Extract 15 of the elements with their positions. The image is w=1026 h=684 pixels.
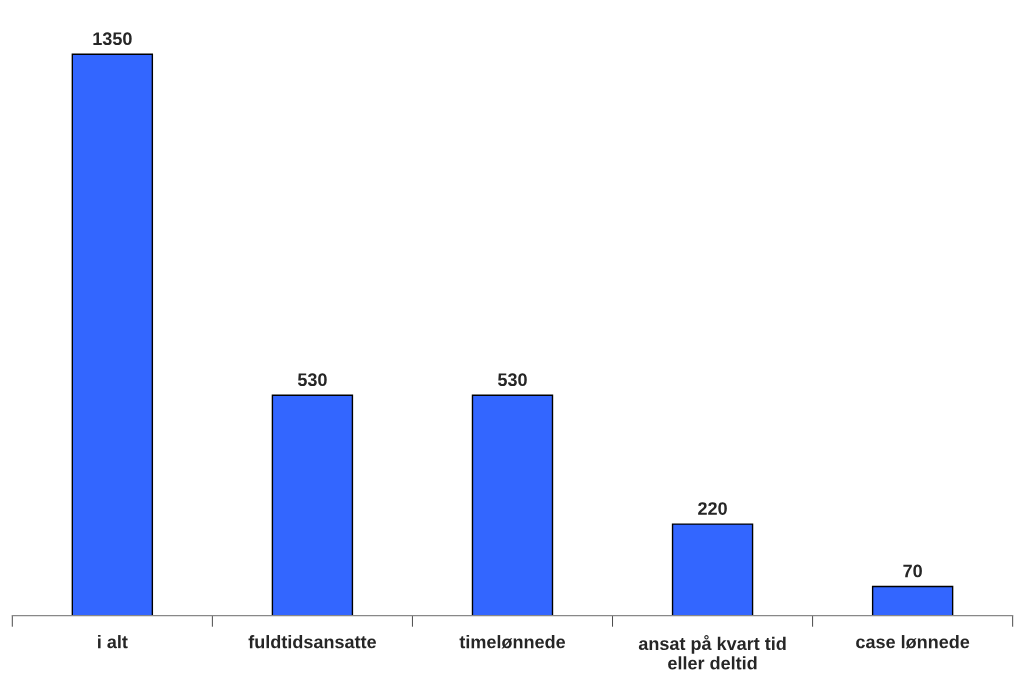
data-label: 530 xyxy=(497,373,527,387)
bar xyxy=(871,585,954,616)
data-label: 70 xyxy=(903,564,922,578)
x-tick-label: i alt xyxy=(98,635,128,649)
bar xyxy=(671,523,754,616)
data-label: 1350 xyxy=(93,32,132,46)
bar xyxy=(271,394,354,616)
x-tick-label: case lønnede xyxy=(856,635,970,649)
bar xyxy=(471,394,554,616)
x-tick-label: ansat på kvart tid eller deltid xyxy=(638,635,786,670)
data-label: 530 xyxy=(297,373,327,387)
x-tick-label: fuldtidsansatte xyxy=(248,635,377,649)
x-tick-label: timelønnede xyxy=(459,635,566,649)
data-label: 220 xyxy=(698,502,727,515)
bar xyxy=(71,53,154,616)
